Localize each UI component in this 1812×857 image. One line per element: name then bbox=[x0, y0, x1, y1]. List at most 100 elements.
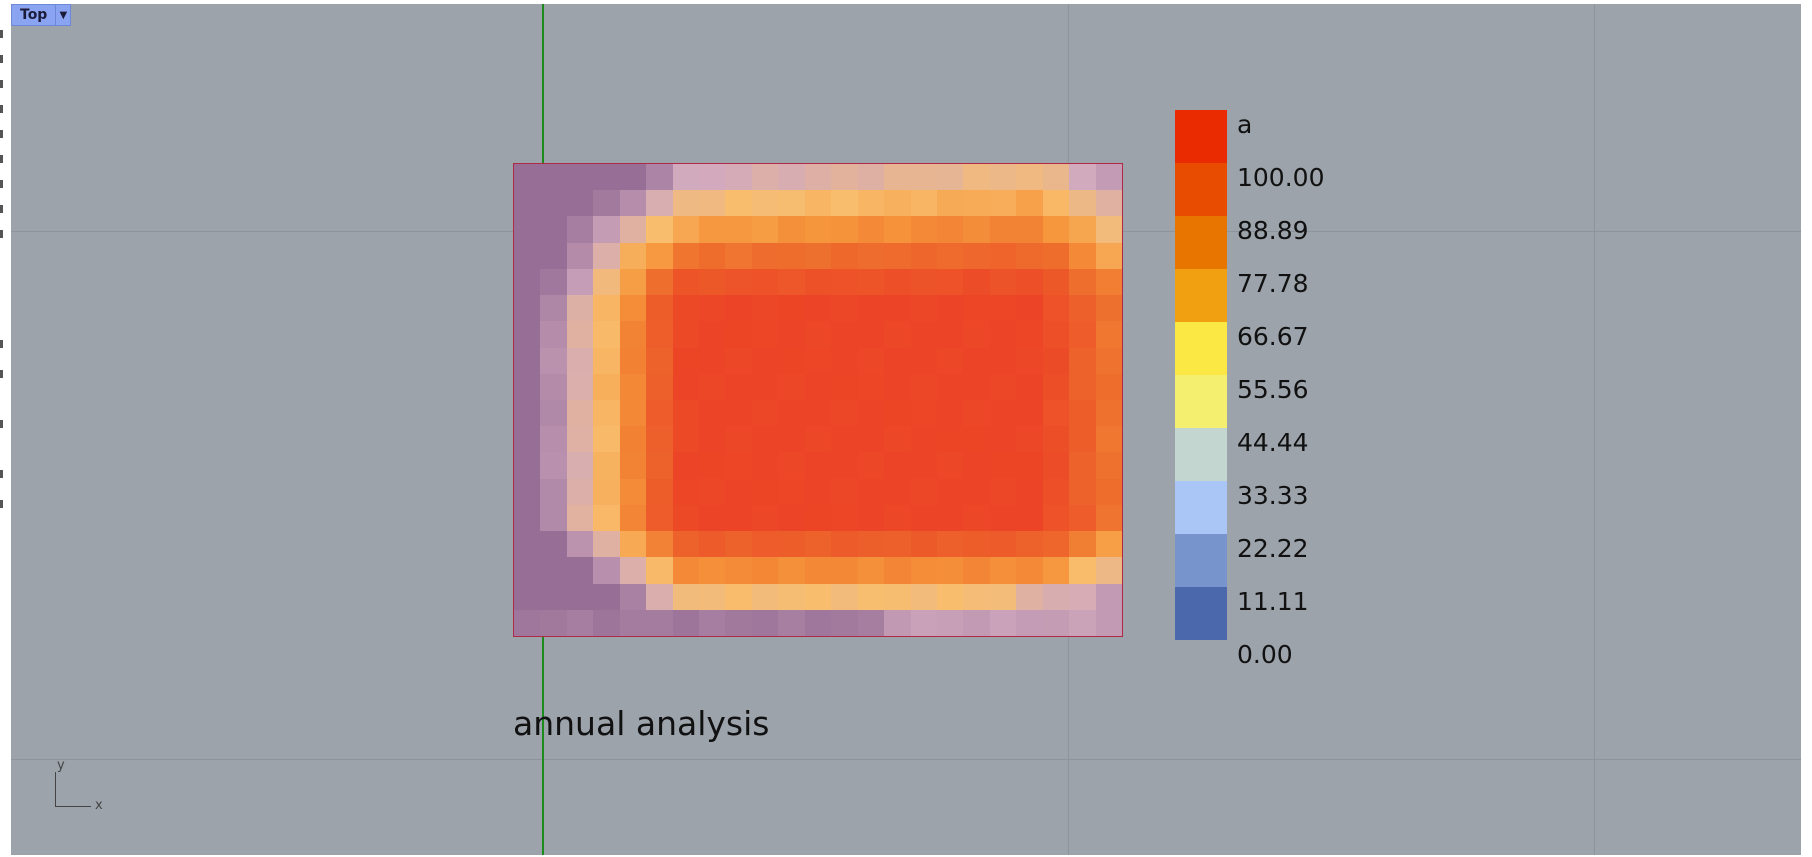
heatmap-cell bbox=[619, 321, 647, 348]
heatmap-cell bbox=[619, 373, 647, 400]
legend-swatch bbox=[1175, 322, 1227, 375]
heatmap-cell bbox=[540, 531, 567, 558]
heatmap-cell bbox=[751, 557, 779, 584]
heatmap-cell bbox=[514, 190, 541, 217]
heatmap-cell bbox=[699, 452, 726, 479]
heatmap-cell bbox=[1042, 583, 1070, 610]
legend-label: 22.22 bbox=[1237, 534, 1309, 563]
analysis-heatmap-mesh bbox=[513, 163, 1123, 637]
heatmap-cell bbox=[910, 268, 937, 296]
heatmap-cell bbox=[936, 452, 964, 479]
heatmap-cell bbox=[514, 531, 541, 558]
heatmap-cell bbox=[1069, 216, 1096, 243]
top-viewport[interactable]: Top ▼ a 100.00 88.89 77.78 66.67 55.56 44.44 33… bbox=[11, 4, 1801, 855]
heatmap-cell bbox=[593, 399, 620, 427]
heatmap-cell bbox=[963, 531, 990, 558]
heatmap-cell bbox=[1069, 478, 1096, 505]
heatmap-cell bbox=[804, 399, 832, 427]
heatmap-cell bbox=[593, 583, 620, 610]
heatmap-cell bbox=[672, 242, 700, 269]
heatmap-cell bbox=[989, 216, 1017, 243]
axis-gizmo-y-line bbox=[55, 772, 56, 806]
heatmap-cell bbox=[593, 190, 620, 217]
heatmap-cell bbox=[725, 268, 752, 296]
heatmap-cell bbox=[593, 504, 620, 532]
heatmap-cell bbox=[1069, 609, 1096, 636]
heatmap-cell bbox=[514, 557, 541, 584]
viewport-title-tab[interactable]: Top ▼ bbox=[11, 4, 72, 26]
heatmap-cell bbox=[989, 295, 1017, 322]
heatmap-cell bbox=[566, 190, 594, 217]
heatmap-cell bbox=[884, 216, 911, 243]
heatmap-cell bbox=[989, 321, 1017, 348]
heatmap-cell bbox=[989, 373, 1017, 400]
heatmap-cell bbox=[566, 531, 594, 558]
triangle-down-icon[interactable]: ▼ bbox=[55, 5, 70, 25]
heatmap-cell bbox=[1016, 399, 1043, 427]
heatmap-cell bbox=[619, 190, 647, 217]
heatmap-cell bbox=[989, 347, 1017, 374]
heatmap-cell bbox=[884, 504, 911, 532]
heatmap-cell bbox=[963, 583, 990, 610]
heatmap-cell bbox=[699, 242, 726, 269]
heatmap-cell bbox=[566, 504, 594, 532]
heatmap-cell bbox=[619, 268, 647, 296]
heatmap-cell bbox=[514, 216, 541, 243]
heatmap-cell bbox=[857, 531, 885, 558]
heatmap-cell bbox=[936, 478, 964, 505]
legend-label: 77.78 bbox=[1237, 269, 1309, 298]
heatmap-cell bbox=[699, 426, 726, 453]
heatmap-cell bbox=[566, 583, 594, 610]
heatmap-cell bbox=[1016, 295, 1043, 322]
heatmap-cell bbox=[1016, 164, 1043, 191]
heatmap-cell bbox=[936, 583, 964, 610]
heatmap-cell bbox=[857, 242, 885, 269]
axis-gizmo-x-line bbox=[55, 806, 91, 807]
heatmap-cell bbox=[1069, 373, 1096, 400]
heatmap-cell bbox=[566, 321, 594, 348]
legend-label: 100.00 bbox=[1237, 163, 1325, 192]
heatmap-cell bbox=[831, 268, 858, 296]
heatmap-cell bbox=[910, 426, 937, 453]
heatmap-cell bbox=[672, 609, 700, 636]
heatmap-cell bbox=[751, 321, 779, 348]
heatmap-cell bbox=[514, 164, 541, 191]
legend-label: 11.11 bbox=[1237, 587, 1309, 616]
ruler-tick bbox=[0, 80, 3, 88]
heatmap-cell bbox=[672, 373, 700, 400]
heatmap-cell bbox=[1095, 452, 1122, 479]
heatmap-cell bbox=[514, 321, 541, 348]
heatmap-cell bbox=[1042, 190, 1070, 217]
heatmap-cell bbox=[1069, 504, 1096, 532]
legend-swatch bbox=[1175, 534, 1227, 587]
heatmap-cell bbox=[725, 583, 752, 610]
heatmap-cell bbox=[910, 373, 937, 400]
heatmap-cell bbox=[1042, 347, 1070, 374]
heatmap-cell bbox=[910, 531, 937, 558]
ruler-tick bbox=[0, 500, 3, 508]
heatmap-cell bbox=[989, 426, 1017, 453]
heatmap-cell bbox=[699, 347, 726, 374]
legend-swatch bbox=[1175, 269, 1227, 322]
viewport-name[interactable]: Top bbox=[20, 7, 48, 23]
heatmap-cell bbox=[778, 321, 805, 348]
heatmap-cell bbox=[910, 190, 937, 217]
heatmap-cell bbox=[884, 609, 911, 636]
heatmap-cell bbox=[989, 268, 1017, 296]
heatmap-cell bbox=[910, 164, 937, 191]
heatmap-cell bbox=[1095, 426, 1122, 453]
heatmap-cell bbox=[778, 347, 805, 374]
heatmap-cell bbox=[804, 295, 832, 322]
heatmap-cell bbox=[989, 609, 1017, 636]
heatmap-cell bbox=[646, 426, 673, 453]
heatmap-cell bbox=[831, 399, 858, 427]
heatmap-cell bbox=[751, 426, 779, 453]
heatmap-cell bbox=[884, 478, 911, 505]
heatmap-cell bbox=[699, 373, 726, 400]
heatmap-cell bbox=[566, 426, 594, 453]
heatmap-cell bbox=[672, 557, 700, 584]
heatmap-cell bbox=[936, 295, 964, 322]
heatmap-cell bbox=[936, 399, 964, 427]
heatmap-cell bbox=[1042, 242, 1070, 269]
heatmap-cell bbox=[1042, 531, 1070, 558]
